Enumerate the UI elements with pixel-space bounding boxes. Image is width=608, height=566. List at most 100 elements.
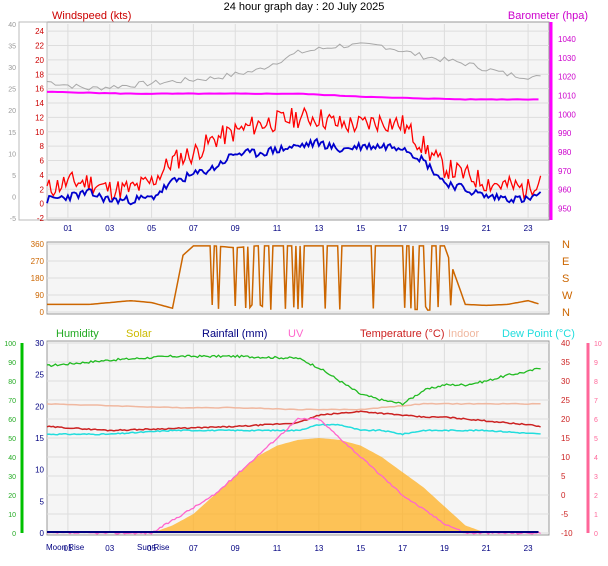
- climate-x-tick-label: 13: [314, 544, 323, 553]
- wind-tick-label: 22: [35, 42, 44, 51]
- temp-tick-label: 20: [561, 415, 570, 424]
- climate-x-tick-label: 01: [63, 544, 72, 553]
- barometer-tick-label: 980: [558, 148, 572, 157]
- temp-tick-label: 15: [561, 434, 570, 443]
- solar-area: [151, 438, 487, 533]
- uv-tick-label: 4: [594, 455, 598, 462]
- barometer-tick-label: 1030: [558, 54, 576, 63]
- wind-tick-label: -2: [37, 214, 45, 223]
- compass-label: N: [562, 307, 570, 319]
- humidity-tick-label: 40: [8, 455, 16, 462]
- uv-tick-label: 2: [594, 493, 598, 500]
- wind-tick-label: 16: [35, 85, 44, 94]
- wind-x-tick-label: 19: [440, 224, 449, 233]
- wind-x-tick-label: 09: [231, 224, 240, 233]
- direction-tick-label: 360: [31, 240, 45, 249]
- wind-x-tick-label: 01: [63, 224, 72, 233]
- wind-x-tick-label: 21: [482, 224, 491, 233]
- climate-x-tick-label: 21: [482, 544, 491, 553]
- wind-x-tick-label: 23: [524, 224, 533, 233]
- temp-tick-label: 0: [561, 491, 566, 500]
- temp-tick-label: 5: [561, 472, 566, 481]
- humidity-tick-label: 30: [8, 474, 16, 481]
- climate-x-tick-label: 23: [524, 544, 533, 553]
- wind-tick-label: 8: [40, 142, 45, 151]
- wind-x-tick-label: 07: [189, 224, 198, 233]
- gray-trace-line: [46, 42, 541, 91]
- wind-outer-tick-label: 15: [8, 130, 16, 137]
- climate-x-tick-label: 05: [147, 544, 156, 553]
- legend-rainfall: Rainfall (mm): [202, 328, 267, 340]
- wind-tick-label: 18: [35, 70, 44, 79]
- wind-outer-tick-label: 20: [8, 108, 16, 115]
- legend-temperature: Temperature (°C): [360, 328, 444, 340]
- legend-indoor: Indoor: [448, 328, 480, 340]
- wind-panel-bg: [46, 21, 550, 221]
- wind-tick-label: 2: [40, 185, 45, 194]
- wind-tick-label: 12: [35, 113, 44, 122]
- humidity-tick-label: 20: [8, 493, 16, 500]
- wind-outer-tick-label: 5: [12, 173, 16, 180]
- wind-tick-label: 24: [35, 27, 44, 36]
- barometer-tick-label: 950: [558, 205, 572, 214]
- uv-line: [46, 417, 541, 535]
- wind-outer-axis-box: [18, 21, 48, 221]
- wind-x-tick-label: 13: [314, 224, 323, 233]
- legend-dew-point: Dew Point (°C): [502, 328, 575, 340]
- uv-tick-label: 6: [594, 417, 598, 424]
- dew-point-line: [46, 423, 541, 436]
- legend-solar: Solar: [126, 328, 152, 340]
- wind-outer-tick-label: 10: [8, 151, 16, 158]
- gust-line: [46, 106, 542, 201]
- barometer-tick-label: 970: [558, 167, 572, 176]
- page-title: 24 hour graph day : 20 July 2025: [224, 1, 385, 13]
- wind-x-tick-label: 03: [105, 224, 114, 233]
- direction-tick-label: 270: [31, 257, 45, 266]
- wind-outer-tick-label: -5: [10, 216, 16, 223]
- uv-tick-label: 7: [594, 398, 598, 405]
- barometer-right-label: Barometer (hpa): [508, 10, 588, 22]
- climate-x-tick-label: 19: [440, 544, 449, 553]
- direction-tick-label: 90: [35, 291, 44, 300]
- barometer-tick-label: 990: [558, 129, 572, 138]
- uv-tick-label: 10: [594, 341, 602, 348]
- compass-label: S: [562, 273, 569, 285]
- temp-tick-label: 25: [561, 396, 570, 405]
- wind-tick-label: 4: [40, 171, 45, 180]
- wind-x-tick-label: 17: [398, 224, 407, 233]
- temp-tick-label: 30: [561, 377, 570, 386]
- uv-tick-label: 0: [594, 531, 598, 538]
- wind-left-label: Windspeed (kts): [52, 10, 131, 22]
- indoor-line: [46, 402, 541, 411]
- uv-tick-label: 8: [594, 379, 598, 386]
- rain-tick-label: 5: [40, 497, 45, 506]
- climate-x-tick-label: 09: [231, 544, 240, 553]
- barometer-tick-label: 960: [558, 186, 572, 195]
- climate-x-tick-label: 07: [189, 544, 198, 553]
- barometer-tick-label: 1020: [558, 73, 576, 82]
- climate-x-tick-label: 15: [356, 544, 365, 553]
- wind-outer-tick-label: 25: [8, 87, 16, 94]
- direction-tick-label: 0: [40, 308, 45, 317]
- rain-tick-label: 20: [35, 402, 44, 411]
- legend-humidity: Humidity: [56, 328, 99, 340]
- barometer-line: [46, 90, 539, 101]
- wind-x-tick-label: 15: [356, 224, 365, 233]
- humidity-tick-label: 50: [8, 436, 16, 443]
- wind-tick-label: 14: [35, 99, 44, 108]
- humidity-tick-label: 70: [8, 398, 16, 405]
- event-sun-rise: Sun Rise: [137, 543, 170, 552]
- humidity-tick-label: 10: [8, 512, 16, 519]
- temp-tick-label: 35: [561, 358, 570, 367]
- wind-tick-label: 10: [35, 128, 44, 137]
- barometer-tick-label: 1000: [558, 110, 576, 119]
- humidity-tick-label: 90: [8, 360, 16, 367]
- humidity-tick-label: 60: [8, 417, 16, 424]
- rain-tick-label: 10: [35, 466, 44, 475]
- uv-tick-label: 9: [594, 360, 598, 367]
- climate-x-tick-label: 11: [273, 544, 282, 553]
- temp-tick-label: -10: [561, 529, 573, 538]
- event-moon-rise: Moon Rise: [46, 543, 85, 552]
